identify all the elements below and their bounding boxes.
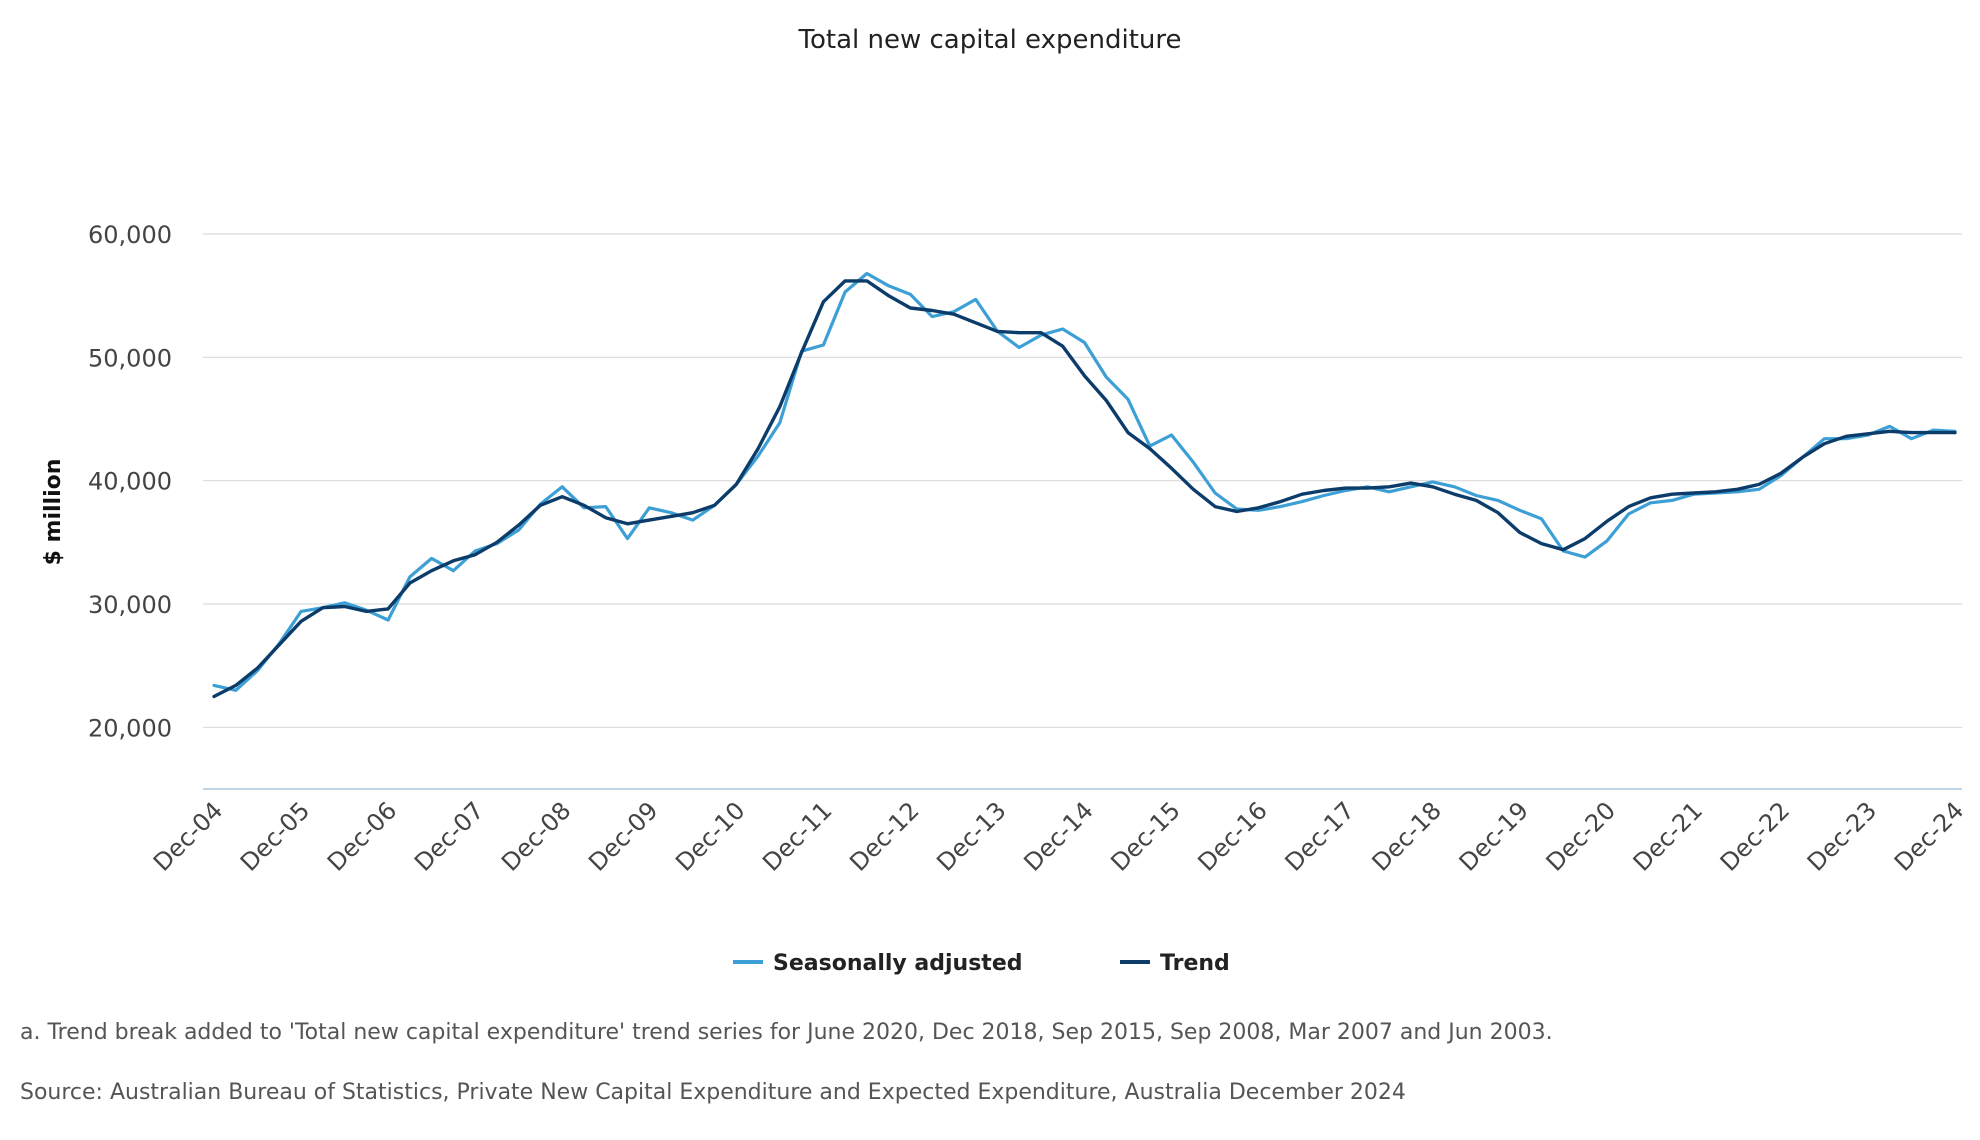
x-tick-label: Dec-06 <box>322 796 402 876</box>
x-axis-ticks: Dec-04 Dec-05 Dec-06 Dec-07 Dec-08 Dec-09 Dec-… <box>148 796 1969 876</box>
x-tick-label: Dec-16 <box>1192 796 1272 876</box>
x-tick-label: Dec-12 <box>844 796 924 876</box>
legend-label: Trend <box>1160 951 1230 976</box>
seasonally-adjusted-line <box>212 271 1957 692</box>
x-tick-label: Dec-19 <box>1454 796 1534 876</box>
x-tick-label: Dec-23 <box>1802 796 1882 876</box>
x-tick-label: Dec-05 <box>235 796 315 876</box>
chart-title: Total new capital expenditure <box>798 25 1182 55</box>
x-tick-label: Dec-10 <box>670 796 750 876</box>
x-tick-label: Dec-24 <box>1889 796 1969 876</box>
y-axis-ticks: 20,000 30,000 40,000 50,000 60,000 <box>88 221 172 742</box>
x-tick-label: Dec-11 <box>757 796 837 876</box>
x-tick-label: Dec-08 <box>496 796 576 876</box>
x-tick-label: Dec-21 <box>1628 796 1708 876</box>
x-tick-label: Dec-18 <box>1367 796 1447 876</box>
y-tick-label: 20,000 <box>88 714 172 742</box>
y-axis-title: $ million <box>41 459 66 566</box>
trend-line <box>212 279 1957 699</box>
x-tick-label: Dec-22 <box>1715 796 1795 876</box>
y-tick-label: 50,000 <box>88 344 172 372</box>
y-tick-label: 60,000 <box>88 221 172 249</box>
y-tick-label: 40,000 <box>88 468 172 496</box>
x-tick-label: Dec-09 <box>583 796 663 876</box>
x-tick-label: Dec-15 <box>1105 796 1185 876</box>
x-tick-label: Dec-20 <box>1541 796 1621 876</box>
y-tick-label: 30,000 <box>88 591 172 619</box>
gridlines <box>203 233 1962 728</box>
series-lines <box>212 271 1957 699</box>
x-tick-label: Dec-13 <box>931 796 1011 876</box>
footnote: a. Trend break added to 'Total new capit… <box>20 1020 1553 1045</box>
x-tick-label: Dec-17 <box>1280 796 1360 876</box>
legend-label: Seasonally adjusted <box>773 951 1023 976</box>
x-tick-label: Dec-14 <box>1018 796 1098 876</box>
legend: Seasonally adjusted Trend <box>733 951 1230 976</box>
source-note: Source: Australian Bureau of Statistics,… <box>20 1080 1406 1105</box>
x-tick-label: Dec-04 <box>148 796 228 876</box>
x-tick-label: Dec-07 <box>409 796 489 876</box>
